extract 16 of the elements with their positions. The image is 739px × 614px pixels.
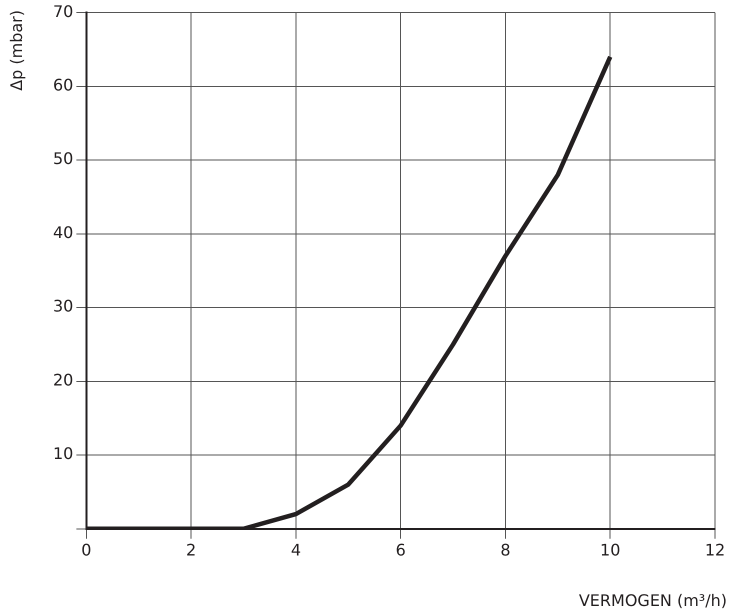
x-tick-label: 0 (81, 540, 92, 560)
x-tick-label: 12 (704, 540, 726, 560)
y-tick-label: 10 (53, 444, 74, 464)
y-tick-label: 50 (53, 149, 74, 168)
y-tick-label: 70 (53, 2, 74, 21)
x-tick-label: 2 (186, 540, 196, 560)
y-tick-label: 40 (53, 222, 74, 242)
x-axis-title: VERMOGEN (m³/h) (578, 591, 727, 610)
x-tick-label: 4 (290, 540, 301, 560)
y-tick-label: 60 (53, 76, 74, 94)
y-axis-title: Δp (mbar) (7, 10, 26, 91)
y-tick-label: 20 (53, 370, 74, 390)
x-tick-label: 6 (396, 540, 406, 560)
x-tick-label: 8 (500, 540, 511, 560)
x-tick-label: 10 (600, 540, 620, 560)
y-tick-label: 30 (53, 296, 74, 316)
